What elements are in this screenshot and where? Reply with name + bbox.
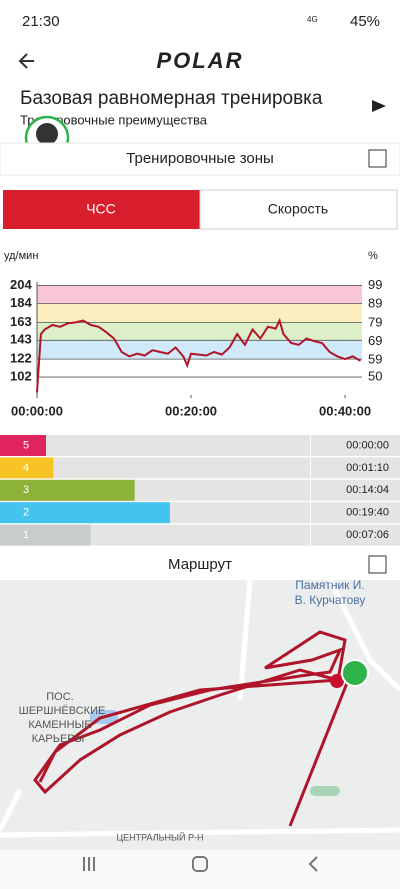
- zone-bar: [0, 435, 46, 456]
- y2-tick-label: 69: [368, 333, 382, 348]
- y-tick-label: 143: [10, 332, 32, 347]
- map-label: Памятник И.: [295, 578, 364, 592]
- logo: POLAR: [157, 48, 244, 73]
- zone-row: [311, 502, 400, 524]
- zone-row: [311, 457, 400, 479]
- export-icon[interactable]: [368, 149, 387, 168]
- zone-row: [311, 524, 400, 546]
- map-label: КАРЬЕРЫ: [32, 733, 85, 745]
- route-start: [341, 659, 369, 687]
- title: Базовая равномерная тренировка: [20, 88, 323, 109]
- y2-tick-label: 99: [368, 277, 382, 292]
- tab[interactable]: [199, 189, 398, 230]
- zone-duration: 00:14:04: [346, 484, 389, 496]
- nav-back[interactable]: [308, 856, 318, 872]
- nav-bar: [0, 850, 400, 889]
- zone-number: 3: [23, 484, 29, 496]
- x-tick-label: 00:00:00: [11, 403, 63, 418]
- zone-bar: [0, 457, 54, 479]
- zone-bar: [0, 524, 91, 546]
- zone-band: [37, 303, 362, 323]
- map-road: [0, 578, 400, 838]
- map-label: ШЕРШНЁВСКИЕ: [19, 705, 106, 717]
- benefit-icon-inner: [36, 123, 58, 145]
- zone-duration: 00:07:06: [346, 529, 389, 541]
- y2-tick-label: 89: [368, 296, 382, 311]
- zones-title: Тренировочные зоны: [126, 150, 274, 167]
- zone-row: [311, 435, 400, 456]
- expand-arrow[interactable]: [372, 100, 386, 112]
- map-park: [310, 786, 340, 796]
- tab-label[interactable]: Скорость: [268, 201, 328, 217]
- status-bar: [0, 0, 400, 40]
- y-tick-label: 163: [10, 314, 32, 329]
- map-label: ЦЕНТРАЛЬНЫЙ Р-Н: [116, 831, 203, 842]
- zone-band: [37, 285, 362, 304]
- zones-header: [0, 142, 400, 176]
- route-title: Маршрут: [168, 556, 232, 573]
- y-tick-label: 102: [10, 369, 32, 384]
- route-end: [330, 674, 344, 688]
- chart: уд/мин % 102 122 143 163 184 204 50 59 69 79 89 99 00:…: [4, 250, 382, 419]
- zone-row: [0, 457, 310, 479]
- tab-label[interactable]: ЧСС: [86, 201, 116, 217]
- zone-row: [311, 479, 400, 501]
- x-tick-label: 00:20:00: [165, 403, 217, 418]
- map-label: В. Курчатову: [295, 593, 366, 607]
- map-label: ПОС.: [46, 691, 73, 703]
- y-axis-label: уд/мин: [4, 250, 38, 262]
- zone-duration: 00:00:00: [346, 439, 389, 451]
- zone-number: 5: [23, 439, 29, 451]
- zone-bar: [0, 479, 135, 501]
- zone-bars: 5 00:00:00 4 00:01:10 3 00:14:04 2 00:19:40 1 00:…: [0, 435, 400, 546]
- status-battery: 45%: [350, 13, 380, 30]
- nav-home[interactable]: [192, 856, 208, 872]
- export-icon[interactable]: [368, 555, 387, 574]
- zone-number: 1: [23, 529, 29, 541]
- status-network: 4G: [307, 15, 318, 24]
- map-label: КАМЕННЫЕ: [28, 719, 91, 731]
- y2-axis-label: %: [368, 250, 378, 262]
- route-line: [33, 630, 355, 827]
- y-tick-label: 122: [10, 351, 32, 366]
- zone-number: 4: [23, 462, 29, 474]
- y-tick-label: 204: [10, 277, 32, 292]
- y-tick-label: 184: [10, 295, 32, 310]
- x-tick-label: 00:40:00: [319, 403, 371, 418]
- zone-duration: 00:19:40: [346, 507, 389, 519]
- route-header: [0, 548, 400, 580]
- zone-number: 2: [23, 507, 29, 519]
- status-time: 21:30: [22, 13, 60, 30]
- y2-tick-label: 79: [368, 314, 382, 329]
- zone-bar: [0, 502, 170, 524]
- zone-band: [37, 322, 362, 341]
- zone-band: [37, 340, 362, 360]
- back-button[interactable]: [18, 53, 34, 69]
- zone-row: [0, 435, 310, 456]
- y2-tick-label: 50: [368, 369, 382, 384]
- nav-recent[interactable]: [83, 857, 95, 871]
- tab-active[interactable]: [3, 190, 200, 229]
- zone-duration: 00:01:10: [346, 462, 389, 474]
- y2-tick-label: 59: [368, 352, 382, 367]
- subtitle: Тренировочные преимущества: [20, 112, 208, 127]
- hr-line: [36, 317, 362, 393]
